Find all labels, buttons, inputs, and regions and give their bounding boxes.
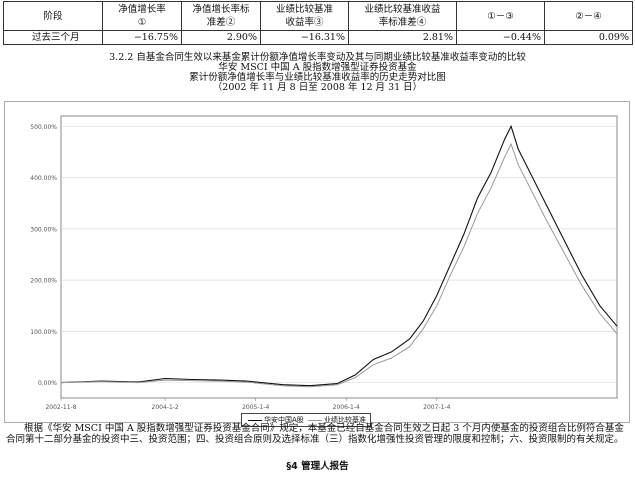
y-tick-label: 400.00% [30,175,57,182]
table-header-cell: 净值增长率标 准差② [181,1,261,31]
section-title: §4 管理人报告 [286,461,349,472]
fund-name-heading: 华安 MSCI 中国 A 股指数增强型证券投资基金 [218,62,417,73]
table-cell: 2.81% [348,30,457,45]
table-header-cell: 净值增长率 ① [102,1,182,31]
table-header-cell: ②－④ [544,1,633,31]
table-cell: −16.31% [260,30,349,45]
performance-chart: 0.00% 100.00% 200.00% 300.00% 400.00% 500.00%… [4,101,630,427]
y-tick-label: 300.00% [30,226,57,233]
performance-table: 阶段 净值增长率 ① 净值增长率标 准差② 业绩比较基准 收益率③ 业绩比较基准收益率… [3,1,633,45]
y-tick-label: 0.00% [38,380,57,387]
table-header-row: 阶段 净值增长率 ① 净值增长率标 准差② 业绩比较基准 收益率③ 业绩比较基准收益率… [3,1,633,31]
x-tick-label: 2004-1-2 [152,404,179,411]
legend-swatch-fund [248,419,262,421]
chart-legend: 华安中国A股 业绩比较基准 [241,413,372,427]
x-tick-label: 2007-1-4 [423,404,450,411]
table-cell: −16.75% [102,30,182,45]
table-cell: −0.44% [456,30,545,45]
table-header-cell: 阶段 [3,1,103,31]
x-tick-label: 2002-11-8 [45,404,76,411]
table-header-cell: 业绩比较基准收益 率标准差④ [348,1,457,31]
legend-label-fund: 华安中国A股 [264,416,304,424]
section-heading: 3.2.2 自基金合同生效以来基金累计份额净值增长率变动及其与同期业绩比较基准收… [109,52,526,63]
chart-title: 累计份额净值增长率与业绩比较基准收益率的历史走势对比图 [189,72,446,83]
y-tick-label: 200.00% [30,278,57,285]
compliance-paragraph: 根据《华安 MSCI 中国 A 股指数增强型证券投资基金合同》规定，本基金已经自… [6,423,624,445]
y-tick-label: 100.00% [30,329,57,336]
series-line-1 [60,142,618,388]
chart-period: （2002 年 11 月 8 日至 2008 年 12 月 31 日） [212,82,423,93]
table-cell: 0.09% [544,30,633,45]
chart-svg: 0.00% 100.00% 200.00% 300.00% 400.00% 500.00%… [30,115,618,411]
legend-swatch-benchmark [308,419,323,421]
table-cell-stage: 过去三个月 [3,30,103,45]
series-line-0 [60,124,618,387]
table-header-cell: ①－③ [456,1,545,31]
table-row: 过去三个月 −16.75% 2.90% −16.31% 2.81% −0.44%… [3,30,633,45]
x-tick-label: 2005-1-4 [242,404,269,411]
table-header-cell: 业绩比较基准 收益率③ [260,1,349,31]
legend-label-benchmark: 业绩比较基准 [324,416,367,424]
x-tick-label: 2006-1-4 [333,404,360,411]
table-cell: 2.90% [181,30,261,45]
plot-area [60,115,618,399]
y-tick-label: 500.00% [30,124,57,131]
